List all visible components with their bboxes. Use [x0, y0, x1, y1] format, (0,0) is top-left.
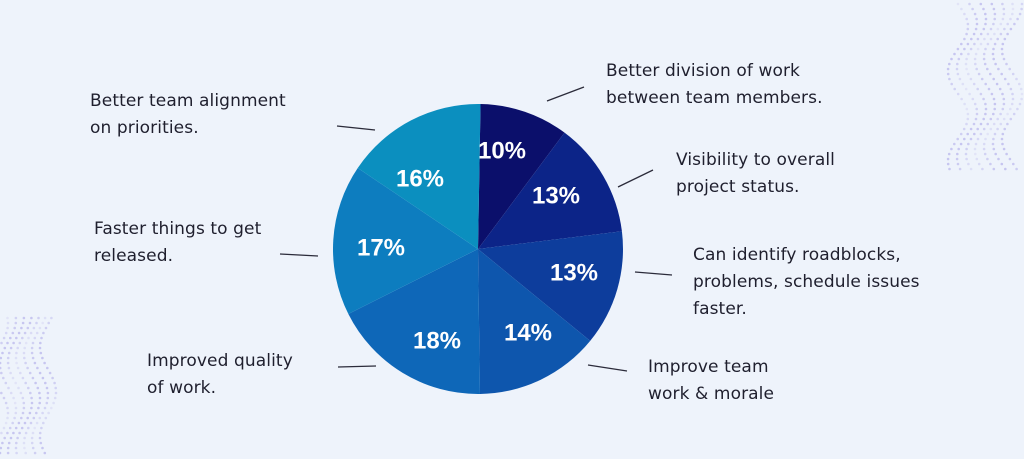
slice-description: Better division of work between team memb… — [606, 58, 823, 112]
slice-percent-label: 18% — [413, 327, 461, 354]
slice-description-line: faster. — [693, 299, 747, 319]
slice-description-line: problems, schedule issues — [693, 272, 920, 292]
slice-description-line: released. — [94, 246, 174, 266]
connector-line — [546, 86, 585, 102]
slice-description-line: Better team alignment — [90, 91, 286, 111]
slice-description: Better team alignment on priorities. — [90, 88, 286, 142]
slice-description-line: Can identify roadblocks, — [693, 245, 901, 265]
pie-slice — [357, 103, 481, 249]
slice-percent-label: 13% — [550, 259, 598, 286]
slice-description-line: Better division of work — [606, 61, 800, 81]
pie-slice — [478, 132, 622, 249]
slice-description-line: between team members. — [606, 88, 823, 108]
connector-line — [587, 364, 628, 372]
slice-description-line: of work. — [147, 378, 217, 398]
connector-line — [634, 271, 673, 276]
slice-percent-label: 10% — [478, 137, 526, 164]
connector-line — [617, 169, 654, 188]
slice-description-line: on priorities. — [90, 118, 199, 138]
slice-description-line: Improve team — [648, 357, 769, 377]
slice-percent-label: 13% — [532, 182, 580, 209]
slice-description: Can identify roadblocks, problems, schedu… — [693, 242, 920, 323]
connector-line — [336, 125, 376, 131]
slice-percent-label: 17% — [357, 234, 405, 261]
slice-description: Improved quality of work. — [147, 348, 293, 402]
slice-description-line: Visibility to overall — [676, 150, 835, 170]
slice-description-line: Improved quality — [147, 351, 293, 371]
slice-description-line: project status. — [676, 177, 800, 197]
connector-line — [337, 365, 377, 368]
slice-percent-label: 14% — [504, 319, 552, 346]
pie-slice — [478, 231, 623, 341]
slice-percent-label: 16% — [396, 165, 444, 192]
pie-slice — [348, 249, 480, 395]
pie-slice — [478, 249, 591, 394]
pie-slice — [332, 167, 478, 314]
slice-description: Faster things to get released. — [94, 216, 261, 270]
slice-description-line: Faster things to get — [94, 219, 262, 239]
slice-description: Visibility to overall project status. — [676, 147, 835, 201]
slice-description: Improve team work & morale — [648, 354, 774, 408]
connector-line — [279, 253, 319, 257]
slice-description-line: work & morale — [648, 384, 775, 404]
pie-slice — [478, 104, 565, 250]
